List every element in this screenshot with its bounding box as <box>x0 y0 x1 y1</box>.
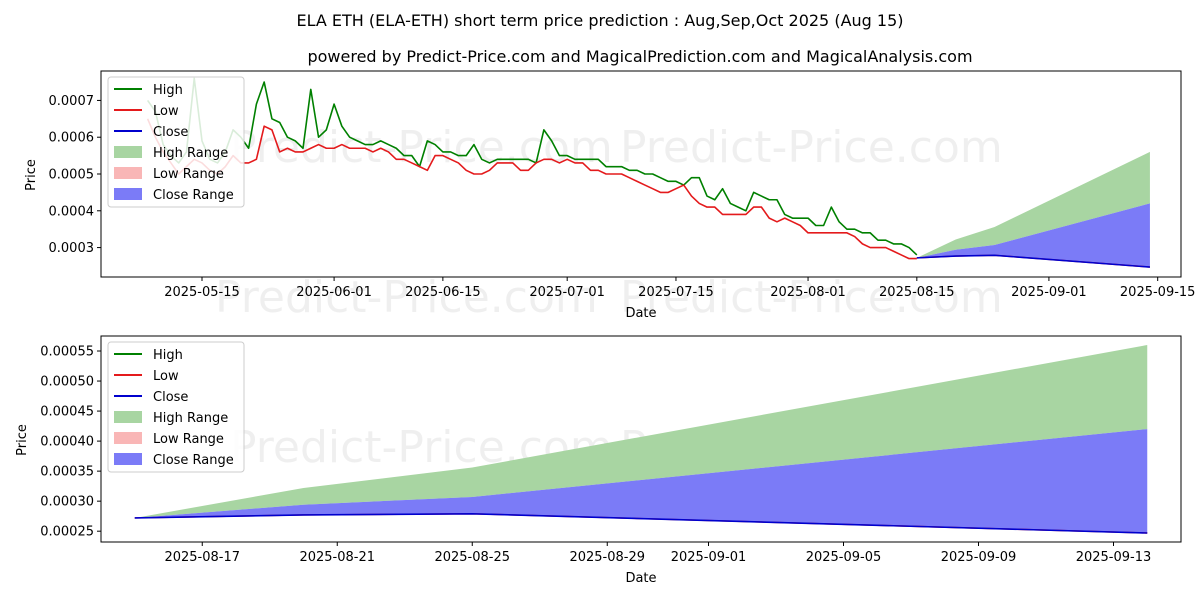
legend-high-range-swatch <box>114 411 142 423</box>
watermark-text: Predict-Price.com <box>215 272 598 323</box>
y-tick-label: 0.00045 <box>40 405 94 420</box>
x-tick-label: 2025-07-01 <box>529 285 605 300</box>
forecast-chart-panel: Predict-Price.com Predict-Price.com 2025… <box>15 335 1182 586</box>
chart-title: ELA ETH (ELA-ETH) short term price predi… <box>297 11 904 30</box>
y-tick-label: 0.00055 <box>40 345 94 360</box>
chart-subtitle: powered by Predict-Price.com and Magical… <box>307 47 972 66</box>
y-tick-label: 0.0003 <box>49 241 95 256</box>
forecast-y-axis-label: Price <box>15 424 30 456</box>
forecast-series-lines <box>134 512 1148 534</box>
x-tick-label: 2025-09-09 <box>941 550 1017 565</box>
x-tick-label: 2025-09-15 <box>1120 285 1196 300</box>
legend-close-range-swatch <box>114 188 142 200</box>
y-tick-label: 0.00050 <box>40 375 94 390</box>
watermark-text: Predict-Price.com <box>620 272 1003 323</box>
legend-close-range-swatch <box>114 453 142 465</box>
close-line <box>916 254 1150 268</box>
legend-close-label: Close <box>153 390 188 405</box>
legend-high-range-label: High Range <box>153 146 228 161</box>
x-tick-label: 2025-08-21 <box>299 550 375 565</box>
high-range-area <box>134 345 1148 518</box>
history-x-axis-label: Date <box>625 306 656 321</box>
x-tick-label: 2025-05-15 <box>164 285 240 300</box>
watermark-text: Predict-Price.com <box>620 122 1003 173</box>
x-tick-label: 2025-08-29 <box>569 550 645 565</box>
x-tick-label: 2025-08-01 <box>770 285 846 300</box>
legend-low-range-swatch <box>114 432 142 444</box>
x-tick-label: 2025-06-15 <box>405 285 481 300</box>
forecast-x-axis-label: Date <box>625 571 656 586</box>
history-x-axis: 2025-05-15 2025-06-01 2025-06-15 2025-07-01… <box>164 277 1195 300</box>
legend-low-range-label: Low Range <box>153 167 224 182</box>
x-tick-label: 2025-09-01 <box>671 550 747 565</box>
x-tick-label: 2025-09-01 <box>1011 285 1087 300</box>
forecast-areas <box>134 345 1148 533</box>
legend-high-label: High <box>153 348 183 363</box>
y-tick-label: 0.00025 <box>40 525 94 540</box>
forecast-x-axis: 2025-08-17 2025-08-21 2025-08-25 2025-08-29… <box>164 542 1151 565</box>
y-tick-label: 0.0004 <box>49 204 95 219</box>
legend-low-range-swatch <box>114 167 142 179</box>
y-tick-label: 0.00040 <box>40 435 94 450</box>
history-chart-panel: Predict-Price.com Predict-Price.com Pred… <box>24 70 1195 323</box>
x-tick-label: 2025-09-13 <box>1076 550 1152 565</box>
high-line <box>146 77 918 256</box>
x-tick-label: 2025-09-05 <box>806 550 882 565</box>
legend-low-range-label: Low Range <box>153 432 224 447</box>
legend-high-range-label: High Range <box>153 411 228 426</box>
watermark-text: Predict-Price.com <box>230 122 613 173</box>
close-range-area <box>916 203 1150 268</box>
y-tick-label: 0.00030 <box>40 495 94 510</box>
legend-low-label: Low <box>153 104 179 119</box>
high-range-area <box>916 151 1150 258</box>
history-series-lines <box>146 77 1150 268</box>
close-range-area <box>134 429 1148 533</box>
forecast-y-axis: 0.00025 0.00030 0.00035 0.00040 0.00045 0.000… <box>40 345 101 540</box>
legend-close-range-label: Close Range <box>153 453 234 468</box>
legend-close-range-label: Close Range <box>153 188 234 203</box>
y-tick-label: 0.0006 <box>49 131 95 146</box>
close-line <box>134 512 1148 534</box>
x-tick-label: 2025-08-25 <box>434 550 510 565</box>
y-tick-label: 0.0007 <box>49 94 95 109</box>
legend-high-range-swatch <box>114 146 142 158</box>
x-tick-label: 2025-08-15 <box>879 285 955 300</box>
y-tick-label: 0.0005 <box>49 168 95 183</box>
y-tick-label: 0.00035 <box>40 465 94 480</box>
history-forecast-areas <box>916 151 1150 268</box>
legend-high-label: High <box>153 83 183 98</box>
forecast-legend: High Low Close High Range Low Range Close Ran… <box>107 341 245 473</box>
x-tick-label: 2025-06-01 <box>296 285 372 300</box>
low-line <box>146 118 917 260</box>
legend-low-label: Low <box>153 369 179 384</box>
history-y-axis-label: Price <box>24 159 39 191</box>
legend-close-label: Close <box>153 125 188 140</box>
history-legend: High Low Close High Range Low Range Close Ran… <box>107 76 245 208</box>
history-y-axis: 0.0003 0.0004 0.0005 0.0006 0.0007 <box>49 94 101 256</box>
x-tick-label: 2025-07-15 <box>638 285 714 300</box>
x-tick-label: 2025-08-17 <box>164 550 240 565</box>
